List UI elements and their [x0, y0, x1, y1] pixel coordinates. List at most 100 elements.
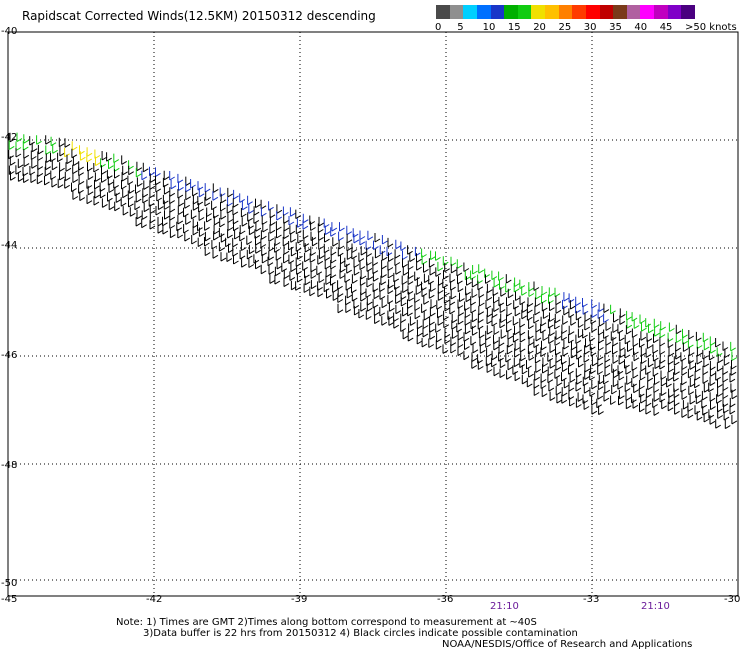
wind-barb — [260, 238, 267, 248]
wind-barb — [709, 336, 716, 346]
wind-barb — [540, 323, 546, 334]
wind-barb — [86, 147, 93, 157]
wind-barb — [274, 243, 280, 253]
wind-barb — [570, 316, 577, 326]
wind-barb — [15, 148, 22, 158]
wind-barb — [387, 294, 394, 305]
wind-barb — [331, 222, 338, 232]
wind-barb — [44, 175, 50, 186]
wind-barb — [268, 265, 275, 275]
wind-barb — [128, 160, 134, 170]
wind-barb — [583, 384, 590, 394]
wind-barb — [57, 152, 63, 163]
wind-barb — [499, 368, 506, 379]
wind-barb — [134, 200, 141, 211]
wind-barb — [625, 399, 632, 410]
wind-barb — [556, 394, 563, 404]
wind-barb — [17, 172, 24, 182]
wind-barb — [435, 251, 441, 261]
wind-barb — [568, 357, 575, 367]
wind-barb — [535, 323, 542, 333]
wind-barb — [486, 363, 493, 373]
wind-barb — [568, 382, 575, 392]
colorbar-segment — [585, 5, 601, 19]
wind-barb — [603, 392, 610, 402]
wind-barb — [682, 328, 688, 339]
wind-barb — [346, 289, 353, 299]
wind-barb — [478, 305, 485, 316]
wind-barb — [555, 361, 562, 371]
wind-barb — [541, 286, 548, 296]
wind-barb — [304, 252, 310, 263]
wind-barb — [639, 338, 645, 348]
wind-barb — [598, 302, 605, 312]
wind-barb — [709, 376, 716, 387]
wind-barb — [303, 283, 310, 293]
wind-barb — [597, 380, 604, 391]
wind-barb — [722, 389, 729, 399]
colorbar-segment — [436, 5, 451, 19]
wind-barb — [715, 338, 721, 348]
wind-barb — [470, 296, 476, 306]
wind-barb — [694, 371, 701, 381]
wind-barb — [311, 236, 318, 247]
wind-barb — [521, 303, 528, 313]
wind-barb — [227, 221, 234, 231]
wind-barb — [624, 349, 631, 359]
colorbar-segment — [517, 5, 532, 19]
wind-barb — [430, 250, 436, 261]
wind-barb — [114, 169, 120, 179]
wind-barb — [645, 388, 652, 399]
wind-barb — [114, 186, 121, 197]
wind-barb — [51, 160, 58, 171]
wind-barb — [317, 287, 324, 298]
wind-barb — [640, 394, 646, 404]
wind-barb — [485, 330, 491, 341]
wind-barb — [435, 340, 442, 350]
wind-barb — [289, 207, 296, 217]
wind-barb — [409, 316, 416, 326]
wind-barb — [253, 214, 260, 224]
wind-barb — [554, 336, 561, 346]
wind-barb — [675, 333, 682, 343]
wind-barb — [549, 359, 556, 369]
wind-barb — [72, 190, 79, 200]
wind-barb — [149, 180, 156, 190]
wind-barb — [729, 373, 736, 383]
wind-barb — [443, 310, 449, 321]
wind-barb — [233, 189, 239, 200]
wind-barb — [219, 217, 225, 228]
wind-barb — [353, 233, 360, 244]
wind-barb — [255, 198, 261, 209]
wind-barb — [317, 223, 324, 233]
wind-barb — [626, 310, 632, 321]
wind-barb — [379, 290, 386, 300]
wind-barb — [731, 360, 737, 370]
wind-barb — [715, 419, 721, 429]
wind-barb — [374, 249, 381, 259]
colorbar-segment — [558, 5, 573, 19]
wind-barb — [505, 352, 512, 363]
wind-barb — [288, 216, 295, 226]
wind-barb — [275, 251, 282, 261]
wind-barb — [618, 331, 625, 342]
wind-barb — [197, 181, 204, 191]
wind-barb — [625, 391, 632, 401]
wind-barb — [400, 241, 407, 251]
wind-barb — [423, 295, 430, 305]
wind-barb — [673, 396, 680, 407]
wind-barb — [582, 329, 588, 339]
wind-barb — [274, 275, 281, 285]
wind-barb — [562, 299, 568, 310]
wind-barb — [528, 368, 534, 378]
wind-barb — [659, 328, 666, 339]
wind-barb — [366, 278, 373, 288]
wind-barb — [37, 151, 44, 161]
colorbar-segment — [490, 5, 505, 19]
wind-barb — [135, 167, 142, 178]
wind-barb — [542, 309, 549, 319]
wind-barb — [514, 348, 520, 358]
wind-barb — [198, 187, 205, 198]
wind-barb — [647, 380, 653, 391]
wind-barb — [435, 267, 442, 277]
